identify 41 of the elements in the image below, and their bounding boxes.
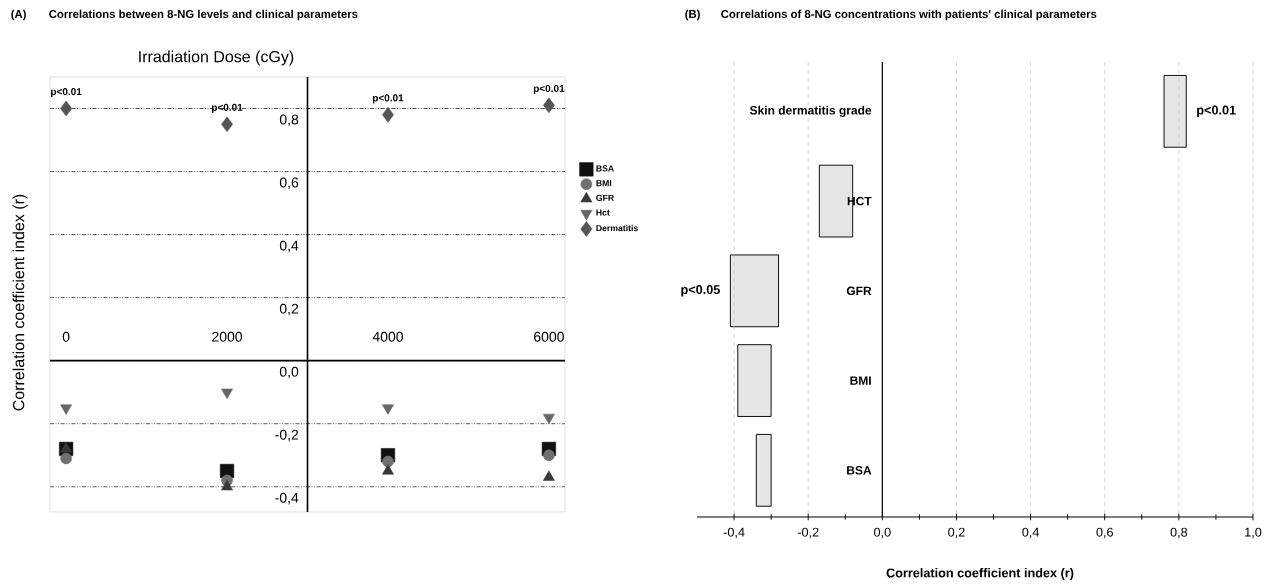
y-tick-label: -0,2	[275, 429, 299, 442]
x-tick-label: 0,2	[948, 527, 965, 539]
x-tick-label: 0	[62, 331, 70, 342]
y-tick-label: 0,0	[279, 366, 299, 379]
x-axis-title: Irradiation Dose (cGy)	[139, 50, 294, 66]
text: (A)	[11, 9, 26, 21]
x-tick-label: 2000	[212, 331, 243, 342]
y-tick-label: BSA	[847, 466, 872, 475]
x-tick-label: -0,2	[797, 527, 819, 539]
y-tick-label: -0,4	[275, 492, 299, 505]
x-tick-label: -0,4	[723, 527, 745, 539]
y-tick-label: Skin dermatitis grade	[749, 105, 872, 117]
x-tick-label: 0,4	[1022, 527, 1040, 539]
legend-label: BMI	[596, 180, 612, 187]
annotation: p<0.05	[681, 285, 720, 297]
annotation: p<0.01	[212, 103, 243, 113]
x-tick-label: 1,0	[1245, 527, 1262, 539]
y-tick-label: 0,2	[279, 303, 299, 316]
x-tick-label: 6000	[534, 331, 564, 342]
x-tick-label: 0,6	[1096, 527, 1113, 539]
chart-title: Correlations of 8-NG concentrations with patients' clinical parameters	[721, 9, 1097, 21]
annotation: p<0.01	[533, 84, 565, 94]
annotation: p<0.01	[51, 88, 82, 98]
y-tick-label: 0,6	[279, 177, 299, 190]
x-tick-label: 0,8	[1170, 527, 1188, 539]
y-tick-label: 0,4	[279, 240, 299, 253]
legend-label: BSA	[596, 165, 614, 172]
legend-label: Hct	[596, 209, 610, 216]
legend-label: GFR	[596, 194, 614, 201]
y-axis-title: Correlation coefficient index (r)	[12, 194, 28, 411]
y-tick-label: BMI	[850, 376, 871, 385]
x-tick-label: 0,0	[874, 527, 891, 539]
x-axis-title: Correlation coefficient index (r)	[886, 568, 1074, 580]
text: (B)	[685, 9, 700, 21]
annotation: p<0.01	[372, 94, 404, 104]
y-tick-label: GFR	[846, 286, 872, 296]
legend-label: Dermatitis	[596, 224, 638, 232]
annotation: p<0.01	[1197, 105, 1236, 118]
y-tick-label: 0,8	[279, 114, 299, 127]
chart-title: Correlations between 8-NG levels and clinical parameters	[49, 9, 358, 21]
x-tick-label: 4000	[372, 331, 403, 342]
